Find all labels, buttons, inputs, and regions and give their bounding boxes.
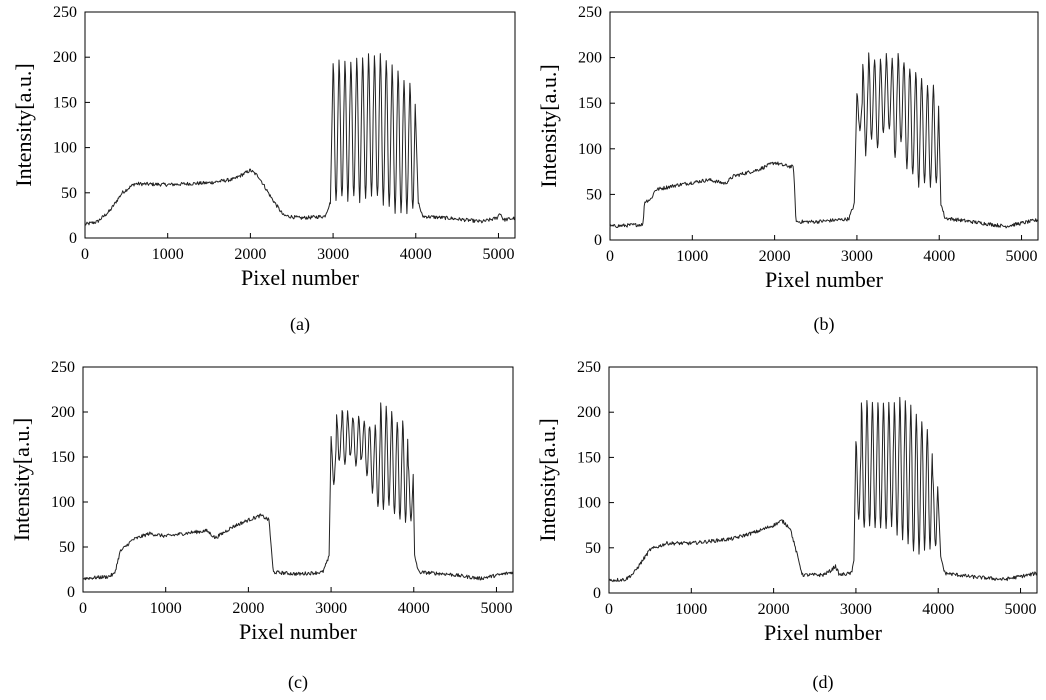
intensity-series-line [84,53,516,226]
y-tick-label: 200 [577,404,601,421]
x-tick-label: 1000 [675,601,707,618]
chart-panel-b: 0 50 100 150 200 250 0 1000 2000 3000 4000 5000 Pixe… [536,4,1039,335]
y-axis-label: Intensity[a.u.] [11,63,36,186]
chart-panel-d: 0 50 100 150 200 250 0 1000 2000 3000 4000 5000 Pixe… [535,359,1038,693]
x-tick-label: 3000 [841,248,873,265]
x-tick-label: 3000 [317,246,349,263]
y-tick-label: 0 [594,232,602,249]
x-axis-label: Pixel number [239,619,358,644]
plot-frame [84,11,516,239]
y-tick-label: 150 [577,449,601,466]
y-tick-label: 150 [578,95,602,112]
x-tick-label: 0 [79,600,87,617]
chart-panel-c: 0 50 100 150 200 250 0 1000 2000 3000 4000 5000 Pixe… [9,359,514,693]
y-tick-label: 150 [51,449,75,466]
y-axis-label: Intensity[a.u.] [9,418,34,541]
x-tick-label: 0 [605,601,613,618]
x-tick-label: 2000 [759,248,791,265]
panel-caption: (a) [290,314,310,335]
x-tick-label: 4000 [400,246,432,263]
y-tick-label: 0 [593,585,601,602]
y-tick-label: 50 [59,539,75,556]
chart-panel-a: 0 50 100 150 200 250 0 1000 2000 3000 4000 5000 Pixe… [11,4,516,335]
y-tick-label: 100 [53,140,77,157]
x-tick-label: 2000 [232,600,264,617]
x-axis-label: Pixel number [765,267,884,292]
y-tick-label: 250 [577,359,601,376]
x-tick-label: 2000 [234,246,266,263]
y-tick-label: 50 [61,185,77,202]
y-tick-label: 0 [67,584,75,601]
x-tick-label: 5000 [1005,601,1037,618]
x-tick-label: 4000 [398,600,430,617]
plot-frame [608,366,1038,594]
intensity-series-line [608,396,1038,583]
y-axis-label: Intensity[a.u.] [536,64,561,187]
y-tick-label: 50 [585,540,601,557]
x-axis-label: Pixel number [241,265,360,290]
y-tick-label: 100 [578,141,602,158]
y-tick-label: 200 [53,49,77,66]
panel-caption: (b) [814,314,835,335]
x-tick-label: 2000 [758,601,790,618]
y-axis-label: Intensity[a.u.] [535,418,560,541]
y-tick-label: 0 [69,230,77,247]
y-tick-label: 100 [51,494,75,511]
x-tick-label: 5000 [1006,248,1038,265]
y-tick-label: 200 [51,404,75,421]
y-tick-label: 250 [578,4,602,21]
y-tick-label: 50 [586,186,602,203]
x-tick-label: 5000 [482,246,514,263]
plot-frame [82,366,514,593]
intensity-series-line [609,52,1039,229]
x-tick-label: 3000 [315,600,347,617]
y-tick-label: 100 [577,495,601,512]
y-tick-label: 250 [51,359,75,376]
y-tick-label: 250 [53,4,77,21]
x-tick-label: 0 [606,248,614,265]
intensity-series-line [83,402,513,581]
x-axis-label: Pixel number [764,620,883,645]
x-tick-label: 3000 [840,601,872,618]
x-tick-label: 4000 [922,601,954,618]
y-tick-label: 150 [53,94,77,111]
x-tick-label: 5000 [480,600,512,617]
plot-frame [609,11,1039,241]
x-tick-label: 0 [81,246,89,263]
x-tick-label: 1000 [150,600,182,617]
panel-caption: (c) [288,672,308,693]
x-tick-label: 4000 [923,248,955,265]
panel-caption: (d) [813,672,834,693]
y-tick-label: 200 [578,50,602,67]
x-tick-label: 1000 [676,248,708,265]
x-tick-label: 1000 [152,246,184,263]
